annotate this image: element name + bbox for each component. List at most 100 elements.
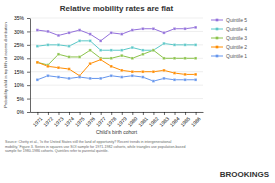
plot-area	[36, 26, 197, 82]
marker	[184, 27, 187, 30]
marker	[68, 31, 71, 34]
marker	[131, 46, 134, 49]
tick-mark	[122, 112, 123, 115]
tick-label: 1982	[147, 115, 159, 127]
tick-mark	[27, 72, 30, 73]
tick: 1982	[147, 112, 159, 128]
marker	[152, 27, 155, 30]
tick: 1980	[126, 112, 138, 128]
tick-mark	[164, 112, 165, 115]
tick-mark	[27, 45, 30, 46]
marker	[47, 65, 50, 68]
legend: Quintile 5Quintile 4Quintile 3Quintile 2…	[211, 17, 247, 59]
marker	[131, 74, 134, 77]
marker	[163, 42, 166, 45]
tick-mark	[27, 85, 30, 86]
marker	[184, 44, 187, 47]
series-line	[37, 41, 195, 50]
marker	[131, 29, 134, 32]
tick-label: 20%	[14, 55, 25, 61]
tick-label: 35%	[14, 15, 25, 21]
marker	[47, 30, 50, 33]
tick-label: 1977	[95, 115, 107, 127]
tick: 30%	[14, 29, 30, 35]
tick: 1971	[31, 112, 43, 128]
marker	[110, 49, 113, 52]
title: Relative mobility rates are flat	[60, 4, 174, 13]
tick: 1984	[169, 112, 181, 128]
legend-item: Quintile 4	[211, 26, 247, 32]
marker	[99, 77, 102, 80]
tick-mark	[27, 18, 30, 19]
y-axis-title: Probability child in top fifth of income…	[3, 22, 8, 107]
marker	[131, 70, 134, 73]
source-note: Source: Chetty et al., 'Is the United St…	[5, 140, 185, 153]
marker	[68, 77, 71, 80]
tick-mark	[90, 112, 91, 115]
marker	[57, 76, 60, 79]
tick: 1985	[179, 112, 191, 128]
marker	[99, 40, 102, 43]
tick-mark	[27, 58, 30, 59]
tick-mark	[196, 112, 197, 115]
logo: BROOKINGS	[220, 170, 270, 179]
marker	[89, 49, 92, 52]
series-line	[37, 60, 195, 76]
grid-line	[30, 98, 203, 99]
tick: 35%	[14, 15, 30, 21]
marker	[36, 61, 39, 64]
marker	[89, 33, 92, 36]
marker	[89, 62, 92, 65]
marker	[120, 49, 123, 52]
marker	[120, 76, 123, 79]
marker	[36, 29, 39, 32]
tick-label: 1979	[116, 115, 128, 127]
marker	[78, 56, 81, 59]
grid-line	[30, 85, 203, 86]
tick-label: 1974	[63, 115, 75, 127]
legend-swatch	[211, 20, 223, 21]
tick: 1973	[53, 112, 65, 128]
marker	[152, 70, 155, 73]
tick-label: 1986	[190, 115, 202, 127]
marker	[68, 45, 71, 48]
legend-label: Quintile 3	[226, 35, 247, 41]
marker	[142, 76, 145, 79]
legend-marker	[216, 46, 219, 49]
tick: 1974	[63, 112, 75, 128]
tick-label: 1984	[169, 115, 181, 127]
marker	[163, 69, 166, 72]
axis-line	[31, 112, 204, 113]
tick-label: 25%	[14, 42, 25, 48]
tick-label: 1983	[158, 115, 170, 127]
marker	[194, 78, 197, 81]
grid-line	[30, 18, 203, 19]
x-axis: 1971197219731974197519761977197819791980…	[31, 112, 204, 128]
tick: 15%	[14, 69, 30, 75]
legend-swatch	[211, 29, 223, 30]
tick-mark	[185, 112, 186, 115]
tick-mark	[27, 99, 30, 100]
tick: 10%	[14, 82, 30, 88]
tick-mark	[27, 112, 30, 113]
marker	[173, 44, 176, 47]
tick-mark	[143, 112, 144, 115]
tick: 0%	[17, 109, 30, 115]
marker	[194, 73, 197, 76]
tick: 1983	[158, 112, 170, 128]
legend-swatch	[211, 38, 223, 39]
legend-label: Quintile 5	[226, 17, 247, 23]
tick-label: 1971	[31, 115, 43, 127]
marker	[120, 69, 123, 72]
tick-label: 1981	[137, 115, 149, 127]
tick: 25%	[14, 42, 30, 48]
marker	[89, 77, 92, 80]
tick-mark	[27, 31, 30, 32]
marker	[110, 74, 113, 77]
marker	[173, 78, 176, 81]
legend-marker	[216, 37, 219, 40]
marker	[184, 57, 187, 60]
legend-marker	[216, 55, 219, 58]
marker	[89, 40, 92, 43]
tick-label: 30%	[14, 29, 25, 35]
